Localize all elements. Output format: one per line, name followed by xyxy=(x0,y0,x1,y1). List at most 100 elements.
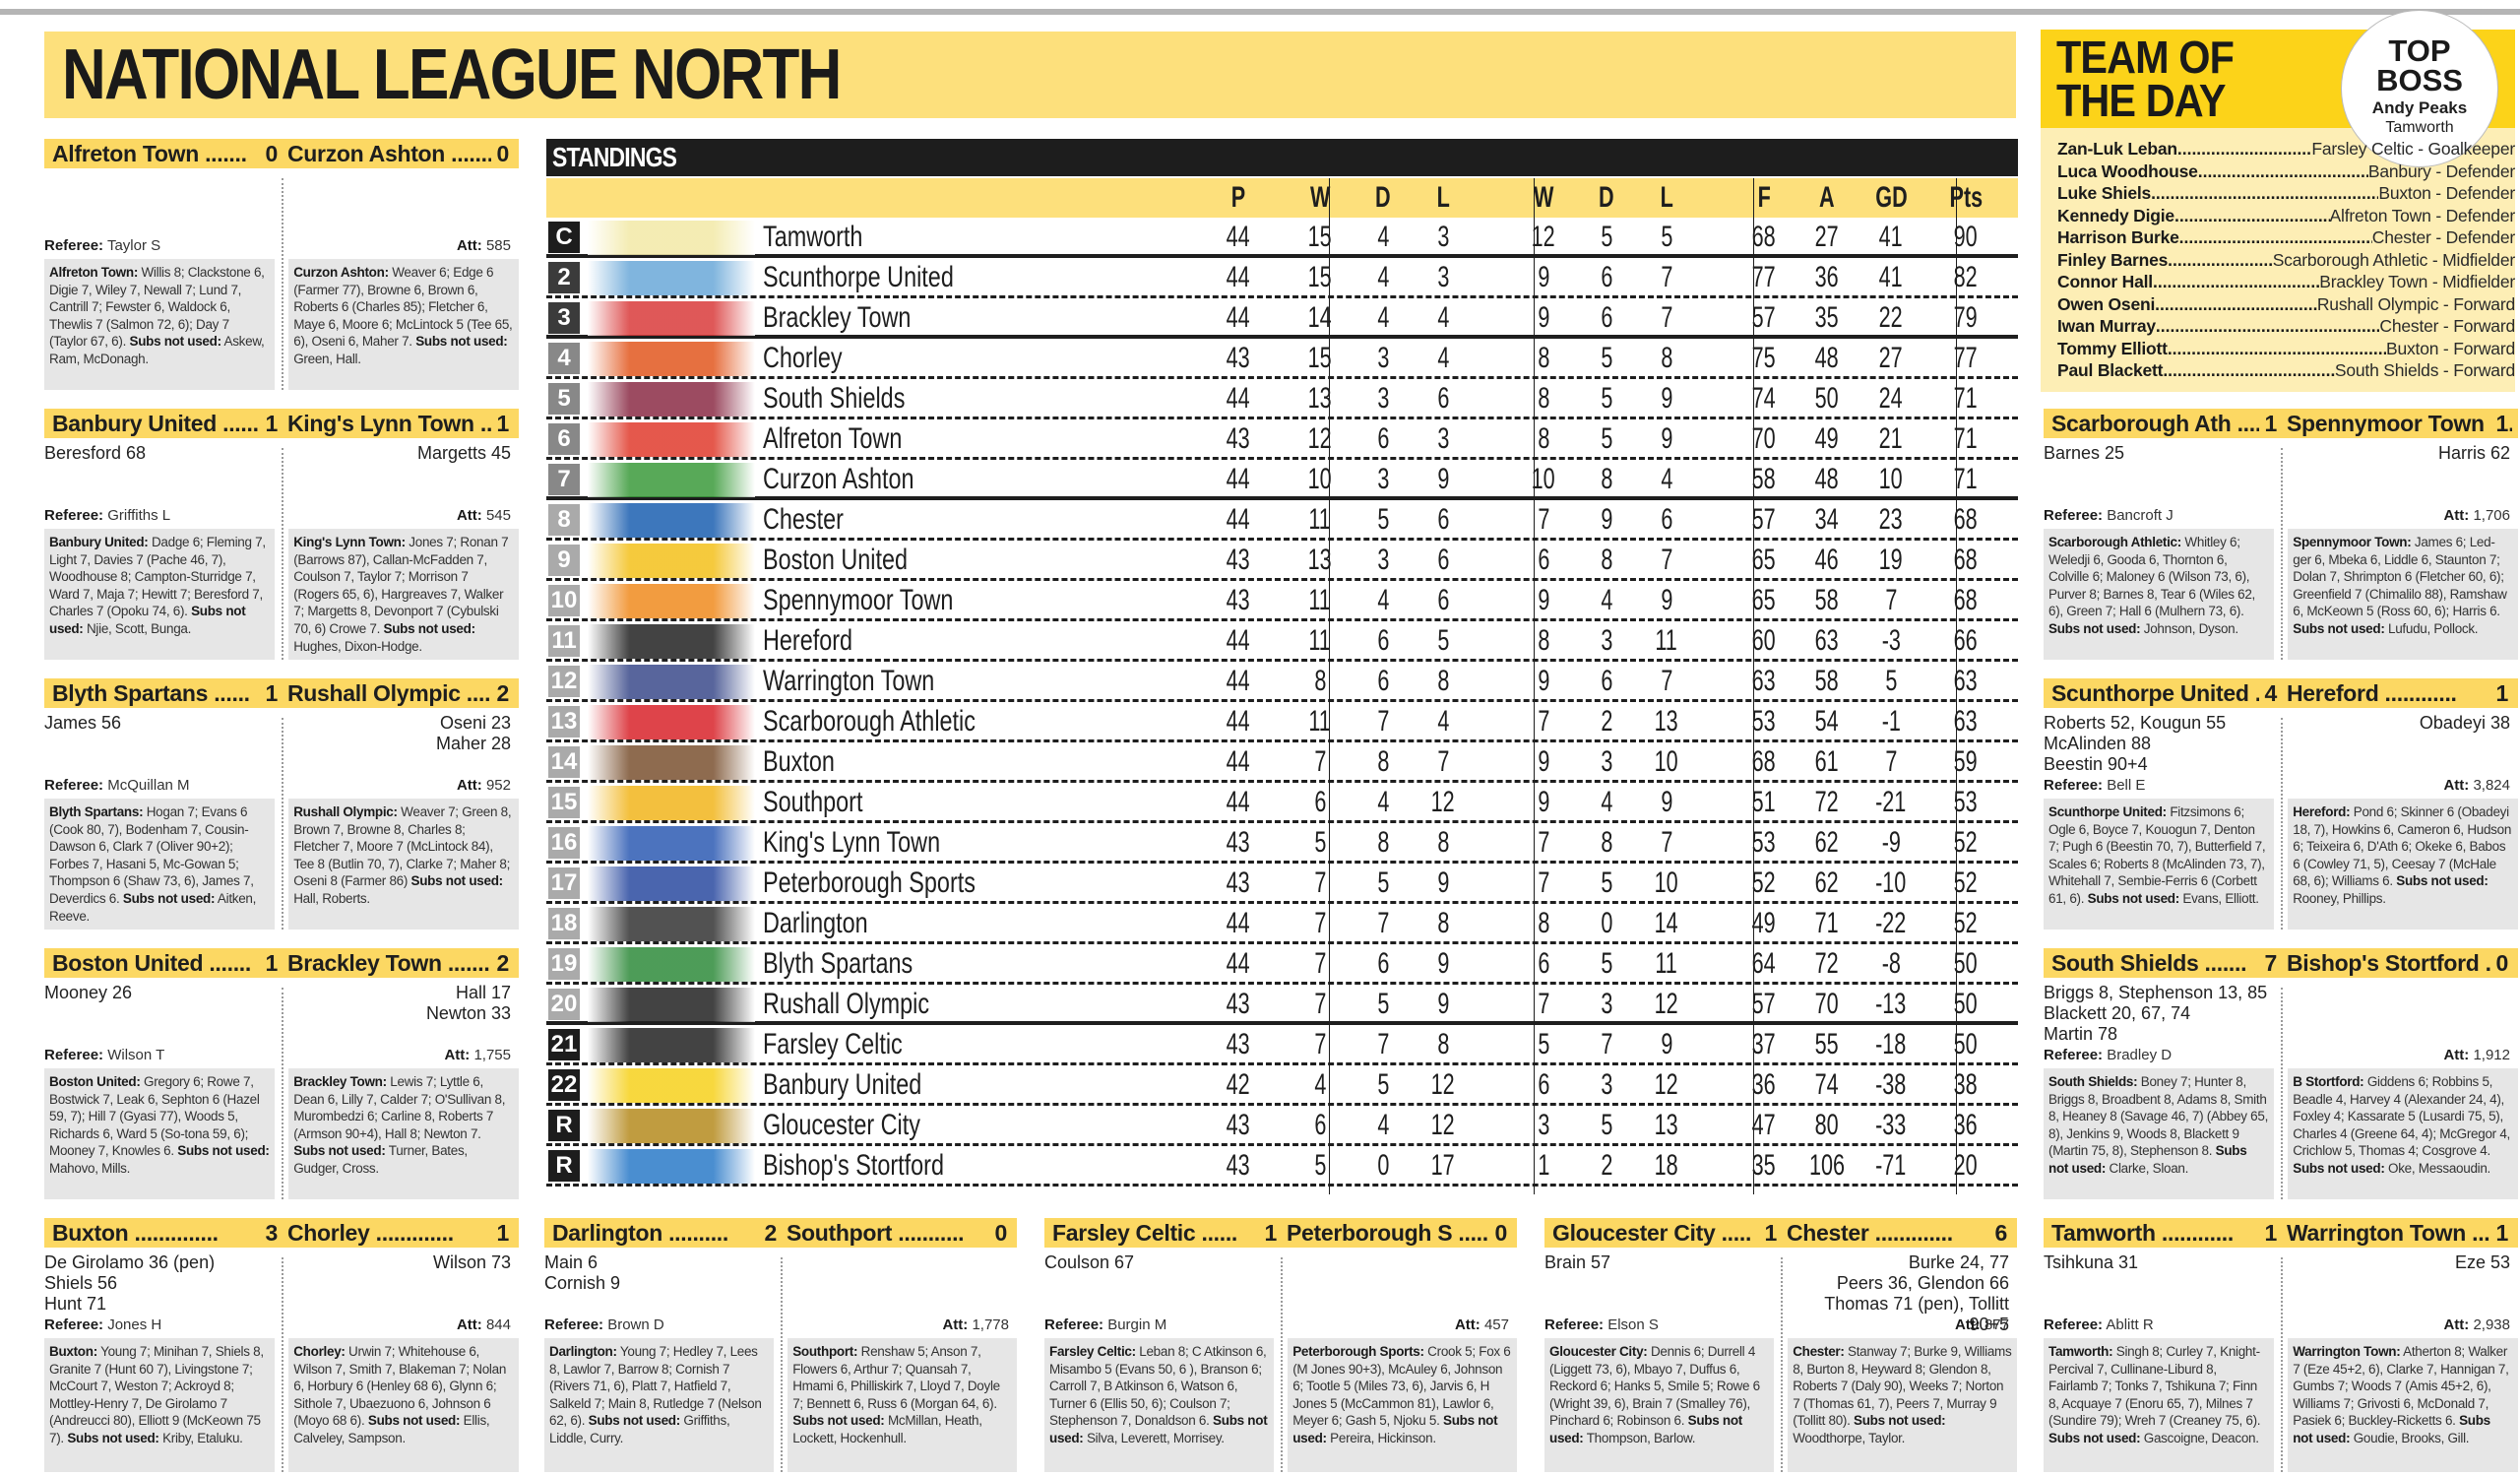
team-name: Chester xyxy=(763,500,866,540)
stat-value: 9 xyxy=(1660,584,1673,616)
stat-p: 43 xyxy=(1212,823,1265,861)
stat-al: 12 xyxy=(1640,985,1693,1021)
stat-value: 19 xyxy=(1878,544,1904,576)
crest-image xyxy=(588,988,755,1022)
stat-value: 7 xyxy=(1313,947,1327,980)
stat-hl: 4 xyxy=(1417,298,1470,335)
team-name: Blyth Spartans xyxy=(763,944,955,984)
stat-hw: 11 xyxy=(1293,702,1347,739)
away-team-score: Bishop's Stortford .. 0 xyxy=(2287,948,2512,978)
stat-aw: 8 xyxy=(1517,379,1570,417)
stat-value: 36 xyxy=(1814,261,1840,293)
top-boss-badge: TOP BOSS Andy Peaks Tamworth xyxy=(2341,10,2498,167)
position-badge: 2 xyxy=(548,262,580,293)
attendance: Att: 1,912 xyxy=(2443,1047,2510,1063)
team-name: Darlington xyxy=(763,904,898,943)
stat-value: 12 xyxy=(1430,1109,1456,1141)
lineup-players: Weaver 7; Green 8, Brown 7, Browne 8, Ch… xyxy=(293,804,512,889)
stat-ad: 6 xyxy=(1580,298,1633,335)
stat-f: 57 xyxy=(1737,985,1791,1021)
referee: Referee: Burgin M xyxy=(1044,1316,1166,1333)
stat-p: 42 xyxy=(1212,1065,1265,1103)
lineup-team: Chorley: xyxy=(293,1344,346,1359)
stat-a: 74 xyxy=(1800,1065,1854,1103)
stat-value: 77 xyxy=(1953,342,1979,374)
stat-value: 10 xyxy=(1878,463,1904,495)
stat-value: 37 xyxy=(1751,1028,1777,1060)
stat-aw: 12 xyxy=(1517,218,1570,254)
stat-value: 68 xyxy=(1953,544,1979,576)
stat-value: 77 xyxy=(1751,261,1777,293)
stat-hl: 12 xyxy=(1417,1106,1470,1143)
referee-name: Burgin M xyxy=(1107,1316,1167,1333)
stat-pts: 38 xyxy=(1939,1065,1992,1103)
player-club-position: Banbury - Defender xyxy=(2367,160,2515,181)
stat-value: 52 xyxy=(1751,866,1777,899)
team-name: Warrington Town xyxy=(763,662,982,701)
crest-image xyxy=(588,422,755,457)
stat-value: 7 xyxy=(1313,866,1327,899)
leader-dots: ...... xyxy=(217,411,259,436)
subs-players: Turner, Bates, Gudger, Cross. xyxy=(293,1143,468,1176)
team-name: Bishop's Stortford xyxy=(763,1146,995,1186)
stat-a: 63 xyxy=(1800,621,1854,659)
player-club-position: Rushall Olympic - Forward xyxy=(2316,293,2515,314)
stat-pts: 90 xyxy=(1939,218,1992,254)
subs-players: Green, Hall. xyxy=(293,351,361,366)
stat-pts: 52 xyxy=(1939,904,1992,941)
stat-al: 13 xyxy=(1640,702,1693,739)
stat-value: 58 xyxy=(1751,463,1777,495)
stat-hl: 12 xyxy=(1417,783,1470,820)
away-team-name: Hereford xyxy=(2287,680,2379,706)
team-name: Gloucester City xyxy=(763,1106,965,1145)
stat-a: 72 xyxy=(1800,783,1854,820)
stat-value: 11 xyxy=(1655,947,1678,980)
stat-ad: 2 xyxy=(1580,702,1633,739)
away-team-score: Brackley Town ....... 2 xyxy=(287,948,513,978)
stat-f: 37 xyxy=(1737,1025,1791,1062)
home-team-name: Gloucester City xyxy=(1552,1220,1716,1246)
stat-value: 18 xyxy=(1654,1149,1679,1182)
stat-al: 10 xyxy=(1640,864,1693,901)
club-crest-icon xyxy=(588,1109,755,1143)
stat-value: 7 xyxy=(1660,261,1673,293)
stat-gd: -3 xyxy=(1864,621,1918,659)
stat-value: 9 xyxy=(1537,584,1550,616)
stat-p: 43 xyxy=(1212,339,1265,376)
stat-hl: 9 xyxy=(1417,985,1470,1021)
stat-value: 6 xyxy=(1436,503,1450,536)
stat-aw: 8 xyxy=(1517,904,1570,941)
team-name-text: Scarborough Athletic xyxy=(763,705,976,738)
stat-value: 50 xyxy=(1814,382,1840,415)
home-team-score: Buxton .............. 3 xyxy=(52,1218,282,1248)
away-team-score: Chester ............. 6 xyxy=(1787,1218,2011,1248)
stat-hd: 4 xyxy=(1356,298,1410,335)
away-score: 0 xyxy=(1488,1218,1507,1248)
stat-value: 4 xyxy=(1376,261,1390,293)
away-lineup: Chester: Stanway 7; Burke 9, Williams 8,… xyxy=(1788,1338,2017,1472)
standings-row: 14 Buxton 44 7 8 7 9 3 10 68 61 7 59 xyxy=(546,742,2018,783)
stat-value: 12 xyxy=(1307,422,1333,455)
stat-gd: 19 xyxy=(1864,541,1918,578)
crest-image xyxy=(588,1068,755,1103)
stat-value: 6 xyxy=(1313,786,1327,818)
referee-name: Bradley D xyxy=(2107,1047,2173,1063)
subs-label: Subs not used: xyxy=(2293,1160,2385,1176)
stat-value: 8 xyxy=(1436,1028,1450,1060)
stat-value: 0 xyxy=(1376,1149,1390,1182)
stat-aw: 10 xyxy=(1517,460,1570,496)
stat-value: 47 xyxy=(1751,1109,1777,1141)
attendance: Att: 877 xyxy=(1955,1316,2009,1333)
team-name: Hereford xyxy=(763,621,878,661)
stat-value: 7 xyxy=(1660,665,1673,697)
stat-value: 35 xyxy=(1751,1149,1777,1182)
home-team-score: Darlington .......... 2 xyxy=(552,1218,781,1248)
leader-dots xyxy=(2155,293,2317,316)
stat-al: 9 xyxy=(1640,783,1693,820)
home-score: 7 xyxy=(2258,948,2277,978)
subs-label: Subs not used: xyxy=(1549,1413,1743,1445)
score-bar: Tamworth ............ 1 Warrington Town ..… xyxy=(2044,1218,2518,1248)
home-lineup: Gloucester City: Dennis 6; Durrell 4 (Li… xyxy=(1544,1338,1774,1472)
stat-pts: 68 xyxy=(1939,500,1992,538)
team-name-text: Rushall Olympic xyxy=(763,988,930,1020)
